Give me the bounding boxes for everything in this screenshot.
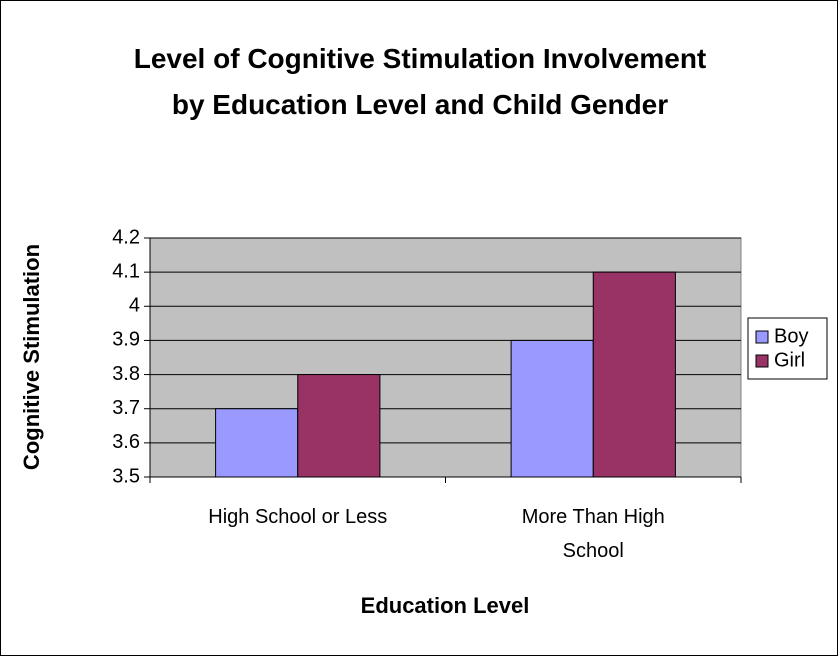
bar <box>215 408 299 478</box>
y-axis-label: Cognitive Stimulation <box>19 244 44 470</box>
bar <box>510 339 594 478</box>
y-tick-label: 3.7 <box>112 397 140 419</box>
bar <box>297 374 381 478</box>
legend-swatch <box>755 330 769 344</box>
x-tick-label: High School or Less <box>208 506 388 528</box>
x-tick-label: More Than High School <box>521 506 665 562</box>
y-tick-label: 3.8 <box>112 363 140 385</box>
bar <box>592 271 676 478</box>
chart-title: Level of Cognitive Stimulation Involveme… <box>133 43 707 120</box>
y-tick-label: 3.6 <box>112 431 140 453</box>
y-tick-label: 4 <box>129 295 140 317</box>
legend-label: Girl <box>774 349 805 371</box>
y-tick-label: 4.1 <box>112 260 140 282</box>
y-tick-label: 3.5 <box>112 465 140 487</box>
y-tick-label: 4.2 <box>112 226 140 248</box>
x-axis-label: Education Level <box>361 593 530 618</box>
legend-box <box>747 317 828 380</box>
y-tick-label: 3.9 <box>112 329 140 351</box>
legend-label: Boy <box>774 325 808 347</box>
legend-swatch <box>755 354 769 368</box>
